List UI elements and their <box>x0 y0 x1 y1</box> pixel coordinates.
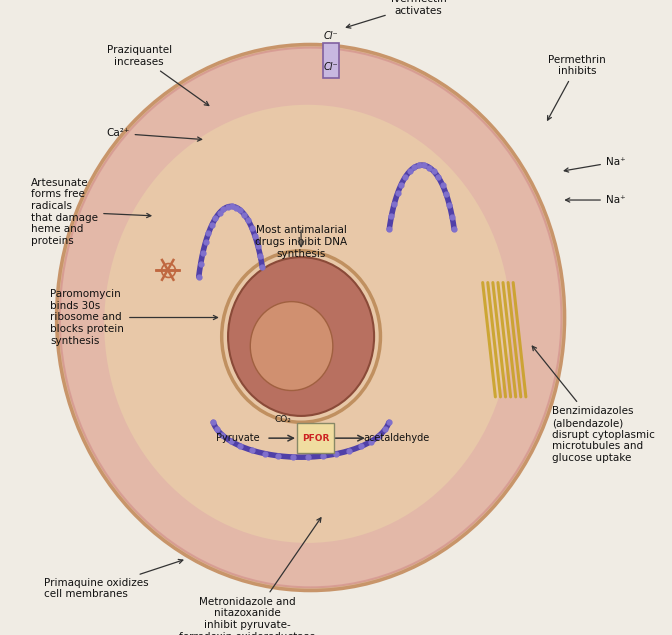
Text: Ivermectin
activates: Ivermectin activates <box>346 0 446 28</box>
Text: Artesunate
forms free
radicals
that damage
heme and
proteins: Artesunate forms free radicals that dama… <box>31 178 151 246</box>
Ellipse shape <box>104 105 511 543</box>
Text: Pyruvate: Pyruvate <box>216 433 260 443</box>
Text: Paromomycin
binds 30s
ribosome and
blocks protein
synthesis: Paromomycin binds 30s ribosome and block… <box>50 290 218 345</box>
FancyBboxPatch shape <box>296 423 334 453</box>
Text: acetaldehyde: acetaldehyde <box>363 433 429 443</box>
Text: Benzimidazoles
(albendazole)
disrupt cytoplasmic
microtubules and
glucose uptake: Benzimidazoles (albendazole) disrupt cyt… <box>532 346 655 463</box>
Ellipse shape <box>56 44 564 591</box>
Ellipse shape <box>250 302 333 391</box>
Ellipse shape <box>228 257 374 416</box>
Text: Cl⁻: Cl⁻ <box>324 62 338 72</box>
Text: Na⁺: Na⁺ <box>564 157 626 172</box>
Text: Ca²⁺: Ca²⁺ <box>106 128 202 141</box>
Ellipse shape <box>60 48 561 587</box>
Text: PFOR: PFOR <box>302 434 329 443</box>
Bar <box>323 43 339 78</box>
Text: Na⁺: Na⁺ <box>566 195 626 205</box>
Text: Metronidazole and
nitazoxanide
inhibit pyruvate-
ferredoxin oxidoreductase
(PFOR: Metronidazole and nitazoxanide inhibit p… <box>169 518 326 635</box>
Text: Praziquantel
increases: Praziquantel increases <box>107 45 209 105</box>
Text: Cl⁻: Cl⁻ <box>324 30 338 41</box>
Text: CO₂: CO₂ <box>275 415 292 424</box>
Text: Most antimalarial
drugs inhibit DNA
synthesis: Most antimalarial drugs inhibit DNA synt… <box>255 225 347 258</box>
Text: Permethrin
inhibits: Permethrin inhibits <box>548 55 606 120</box>
Text: Primaquine oxidizes
cell membranes: Primaquine oxidizes cell membranes <box>44 559 183 599</box>
